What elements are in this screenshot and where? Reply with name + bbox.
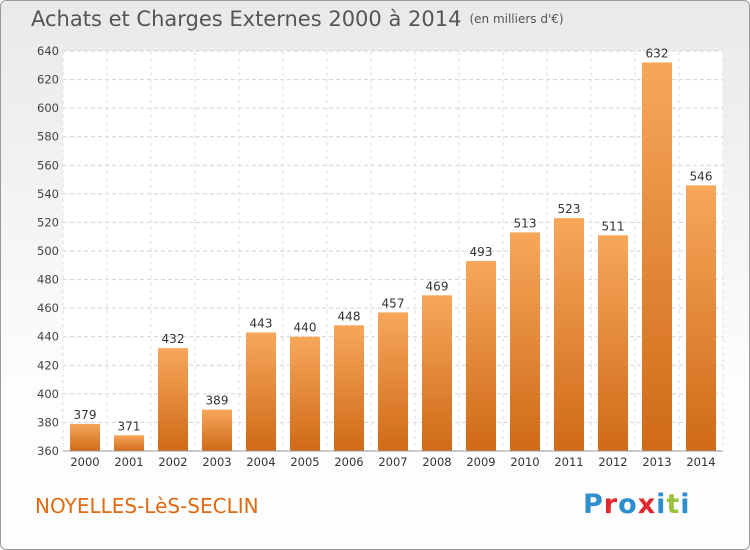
y-tick-label: 600 [37,101,59,115]
bar [246,332,276,451]
logo-letter: P [583,489,604,520]
bar [158,348,188,451]
y-tick-label: 620 [37,73,59,87]
data-label: 443 [250,316,273,330]
x-tick-label: 2007 [378,455,407,469]
bar [70,423,100,451]
y-tick-label: 360 [37,444,59,458]
logo-letter: r [603,489,619,520]
bar [598,235,628,451]
data-label: 440 [294,321,317,335]
y-tick-label: 440 [37,330,59,344]
x-tick-label: 2012 [598,455,627,469]
data-label: 493 [470,245,493,259]
bar [378,312,408,451]
data-label: 371 [118,419,141,433]
chart-title: Achats et Charges Externes 2000 à 2014 (e… [31,7,564,31]
y-tick-label: 500 [37,244,59,258]
y-tick-label: 560 [37,158,59,172]
x-tick-label: 2013 [642,455,671,469]
data-label: 511 [602,219,625,233]
y-tick-label: 420 [37,358,59,372]
x-tick-label: 2003 [202,455,231,469]
bar [642,62,672,452]
x-tick-label: 2008 [422,455,451,469]
chart-title-text: Achats et Charges Externes 2000 à 2014 [31,7,462,31]
bar [466,261,496,451]
bar [290,336,320,451]
data-label: 523 [558,202,581,216]
x-tick-label: 2004 [246,455,275,469]
y-tick-label: 640 [37,44,59,58]
y-tick-label: 380 [37,415,59,429]
x-tick-label: 2014 [686,455,715,469]
commune-name: NOYELLES-LèS-SECLIN [35,494,259,518]
chart-unit: (en milliers d'€) [469,12,564,26]
bar [510,232,540,451]
bar [686,185,716,452]
x-tick-label: 2010 [510,455,539,469]
proxiti-logo: Proxiti [583,489,691,520]
logo-letter: i [656,489,667,520]
x-tick-label: 2001 [114,455,143,469]
data-label: 457 [382,296,405,310]
data-label: 432 [162,332,185,346]
x-tick-label: 2009 [466,455,495,469]
data-label: 389 [206,394,229,408]
data-label: 513 [514,216,537,230]
data-label: 469 [426,279,449,293]
data-label: 546 [690,169,713,183]
y-tick-label: 480 [37,273,59,287]
logo-letter: x [637,489,657,520]
data-label: 632 [646,46,669,60]
bar [334,325,364,451]
data-label: 379 [74,408,97,422]
y-tick-label: 400 [37,387,59,401]
y-tick-label: 580 [37,130,59,144]
bar [114,435,144,451]
logo-letter: o [618,489,638,520]
bar [202,409,232,451]
bar [422,295,452,451]
logo-letter: i [680,489,691,520]
x-tick-label: 2011 [554,455,583,469]
bar [554,218,584,451]
logo-letter: t [666,489,681,520]
x-tick-label: 2002 [158,455,187,469]
x-tick-label: 2005 [290,455,319,469]
y-tick-label: 460 [37,301,59,315]
data-label: 448 [338,309,361,323]
x-tick-label: 2000 [70,455,99,469]
y-tick-label: 520 [37,215,59,229]
y-tick-label: 540 [37,187,59,201]
x-tick-label: 2006 [334,455,363,469]
